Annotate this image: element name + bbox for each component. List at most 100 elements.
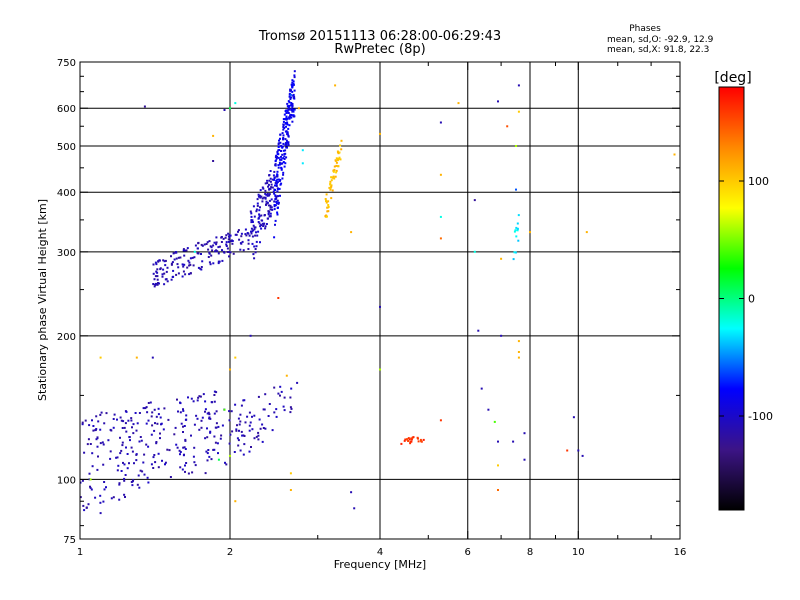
- data-point: [161, 275, 164, 278]
- data-point: [254, 234, 257, 237]
- data-point: [208, 261, 211, 264]
- data-point: [155, 415, 158, 418]
- data-point: [187, 396, 189, 399]
- data-point: [201, 416, 204, 419]
- data-point: [239, 413, 242, 416]
- data-point: [90, 488, 93, 491]
- data-point: [480, 387, 483, 390]
- data-point: [240, 404, 243, 407]
- data-point: [238, 423, 241, 426]
- data-point: [237, 439, 240, 442]
- data-point: [116, 456, 119, 459]
- data-point: [191, 471, 194, 474]
- data-point: [266, 194, 269, 197]
- data-point: [325, 193, 328, 196]
- data-point: [517, 340, 520, 343]
- data-point: [276, 190, 279, 193]
- data-point: [277, 201, 280, 204]
- data-point: [276, 174, 279, 177]
- data-point: [280, 167, 283, 170]
- data-point: [335, 169, 338, 172]
- data-point: [264, 197, 267, 200]
- data-point: [204, 410, 206, 413]
- data-point: [229, 251, 232, 254]
- data-point: [329, 187, 332, 190]
- data-point: [285, 122, 287, 124]
- data-point: [350, 491, 353, 494]
- data-point: [82, 504, 85, 507]
- data-point: [212, 134, 215, 137]
- data-point: [237, 417, 240, 420]
- data-point: [250, 215, 253, 218]
- data-point: [286, 131, 289, 134]
- data-point: [286, 102, 289, 105]
- data-point: [274, 223, 276, 226]
- data-point: [512, 258, 515, 261]
- data-point: [265, 200, 268, 203]
- data-point: [145, 422, 148, 425]
- data-point: [155, 270, 158, 273]
- data-point: [266, 201, 269, 204]
- data-point: [283, 158, 286, 160]
- data-point: [130, 446, 133, 449]
- data-point: [101, 441, 104, 444]
- data-point: [119, 416, 122, 419]
- data-point: [517, 356, 520, 359]
- data-point: [210, 254, 213, 257]
- data-point: [119, 436, 121, 439]
- data-point: [263, 196, 266, 199]
- data-point: [264, 393, 267, 396]
- data-point: [292, 114, 295, 117]
- data-point: [240, 235, 243, 238]
- data-point: [275, 154, 278, 157]
- y-tick-label: 300: [57, 248, 76, 259]
- data-point: [192, 400, 195, 403]
- data-point: [517, 110, 520, 113]
- data-point: [267, 415, 270, 417]
- data-point: [196, 399, 199, 402]
- data-point: [271, 178, 274, 181]
- data-point: [250, 221, 253, 224]
- data-point: [194, 244, 197, 247]
- data-point: [199, 395, 202, 398]
- data-point: [274, 198, 277, 201]
- data-point: [221, 249, 223, 252]
- data-point: [103, 422, 106, 425]
- data-point: [253, 257, 256, 260]
- data-point: [178, 449, 181, 452]
- data-point: [257, 434, 260, 437]
- data-point: [96, 468, 99, 471]
- data-point: [182, 431, 184, 433]
- data-point: [420, 440, 423, 443]
- axis-ticks: 1 2 4 6 8 10 16 75 100 200 300 400 500 600 750: [57, 58, 686, 558]
- data-point: [184, 273, 187, 276]
- data-point: [157, 466, 160, 469]
- data-point: [523, 432, 526, 435]
- data-point: [277, 164, 280, 167]
- data-point: [131, 484, 134, 487]
- data-point: [237, 444, 240, 447]
- data-point: [118, 483, 121, 486]
- data-point: [103, 488, 106, 491]
- data-point: [186, 247, 189, 250]
- data-point: [204, 437, 207, 440]
- data-point: [283, 409, 286, 412]
- data-point: [336, 150, 339, 153]
- data-point: [140, 439, 143, 442]
- data-point: [331, 189, 334, 192]
- data-point: [296, 381, 299, 384]
- data-point: [265, 193, 268, 196]
- data-point: [149, 401, 152, 404]
- data-point: [179, 451, 182, 453]
- data-point: [246, 415, 249, 418]
- data-point: [215, 236, 218, 239]
- data-point: [289, 396, 292, 399]
- data-point: [287, 143, 290, 146]
- data-point: [142, 407, 145, 410]
- data-point: [285, 139, 288, 142]
- x-tick-label: 10: [572, 547, 585, 558]
- data-point: [154, 261, 157, 264]
- data-point: [228, 233, 231, 236]
- data-point: [257, 195, 260, 198]
- data-point: [379, 368, 381, 371]
